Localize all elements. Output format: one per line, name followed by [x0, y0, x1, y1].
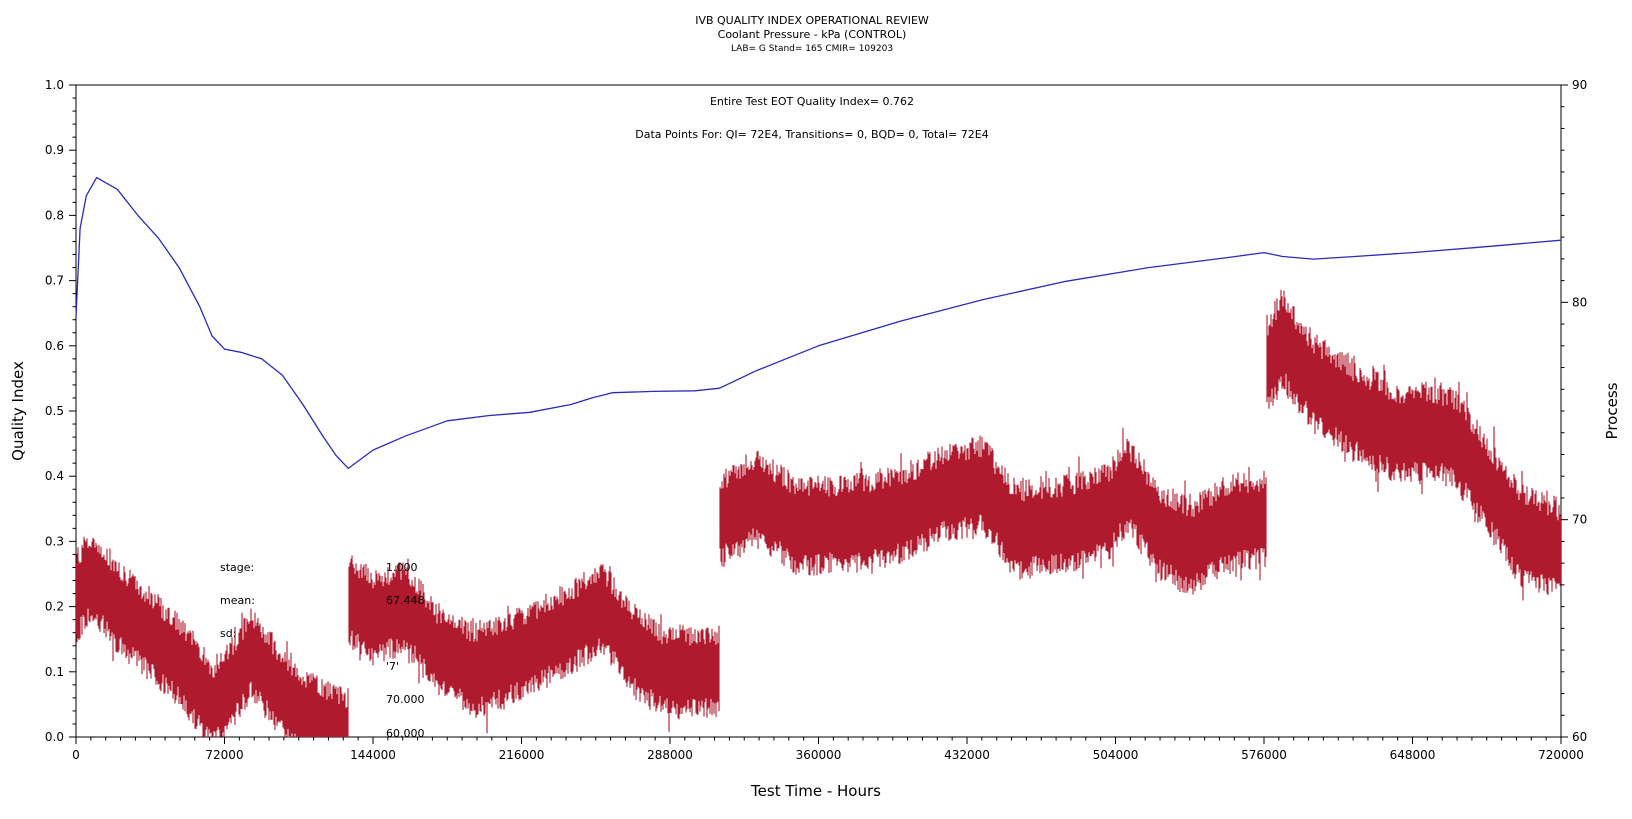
y-tick-label: 0.3 [45, 534, 64, 548]
y2-axis-label: Process [1603, 382, 1621, 439]
y-tick-label: 1.0 [45, 78, 64, 92]
y2-tick-label: 90 [1572, 78, 1587, 92]
x-tick-label: 504000 [1093, 748, 1139, 762]
y-tick-label: 0.2 [45, 600, 64, 614]
stat-value: 67.448 [386, 594, 425, 607]
y2-tick-label: 60 [1572, 730, 1587, 744]
y2-tick-label: 80 [1572, 295, 1587, 309]
quality-index-line [75, 176, 1562, 470]
chart-lab-info: LAB= G Stand= 165 CMIR= 109203 [731, 44, 893, 54]
quality-index-annotation: Entire Test EOT Quality Index= 0.762 [710, 95, 914, 108]
y2-tick-label: 70 [1572, 513, 1587, 527]
chart-subtitle: Coolant Pressure - kPa (CONTROL) [718, 28, 907, 41]
y-tick-label: 0.4 [45, 469, 64, 483]
y-axis-ticks: 0.0 0.1 0.2 0.3 0.4 0.5 0.6 0.7 0.8 0.9 1.0 [45, 78, 76, 744]
x-tick-label: 288000 [647, 748, 693, 762]
y-tick-label: 0.6 [45, 339, 64, 353]
x-tick-label: 72000 [205, 748, 243, 762]
y-tick-label: 0.8 [45, 208, 64, 222]
x-tick-label: 216000 [499, 748, 545, 762]
x-tick-label: 144000 [350, 748, 396, 762]
process-trace [76, 289, 1561, 737]
y-axis-label: Quality Index [9, 361, 27, 461]
stat-label: sd: [220, 627, 236, 640]
stat-value: '7' [386, 660, 399, 673]
x-tick-label: 720000 [1538, 748, 1584, 762]
y-tick-label: 0.9 [45, 143, 64, 157]
stat-value: 70.000 [386, 693, 425, 706]
stat-value: 1.000 [386, 561, 418, 574]
stat-label: stage: [220, 561, 254, 574]
stat-label: mean: [220, 594, 255, 607]
x-axis-ticks: 0 72000 144000 216000 288000 360000 432000 5040… [72, 737, 1584, 762]
y-tick-label: 0.0 [45, 730, 64, 744]
x-axis-label: Test Time - Hours [750, 782, 881, 800]
x-tick-label: 0 [72, 748, 80, 762]
y-tick-label: 0.5 [45, 404, 64, 418]
x-tick-label: 432000 [944, 748, 990, 762]
x-tick-label: 360000 [796, 748, 842, 762]
x-tick-label: 576000 [1241, 748, 1287, 762]
x-tick-label: 648000 [1390, 748, 1436, 762]
stat-value: 60.000 [386, 727, 425, 740]
y-tick-label: 0.1 [45, 665, 64, 679]
y-tick-label: 0.7 [45, 274, 64, 288]
chart-title: IVB QUALITY INDEX OPERATIONAL REVIEW [695, 14, 929, 27]
data-points-annotation: Data Points For: QI= 72E4, Transitions= … [635, 128, 988, 141]
series-layer [75, 176, 1562, 737]
y2-axis-ticks: 60 70 80 90 [1561, 78, 1587, 744]
stats-panel: stage: 1.000 mean: 67.448 sd: '7' 70.000: 60.00… [220, 561, 425, 740]
stat-label: : [220, 727, 224, 740]
